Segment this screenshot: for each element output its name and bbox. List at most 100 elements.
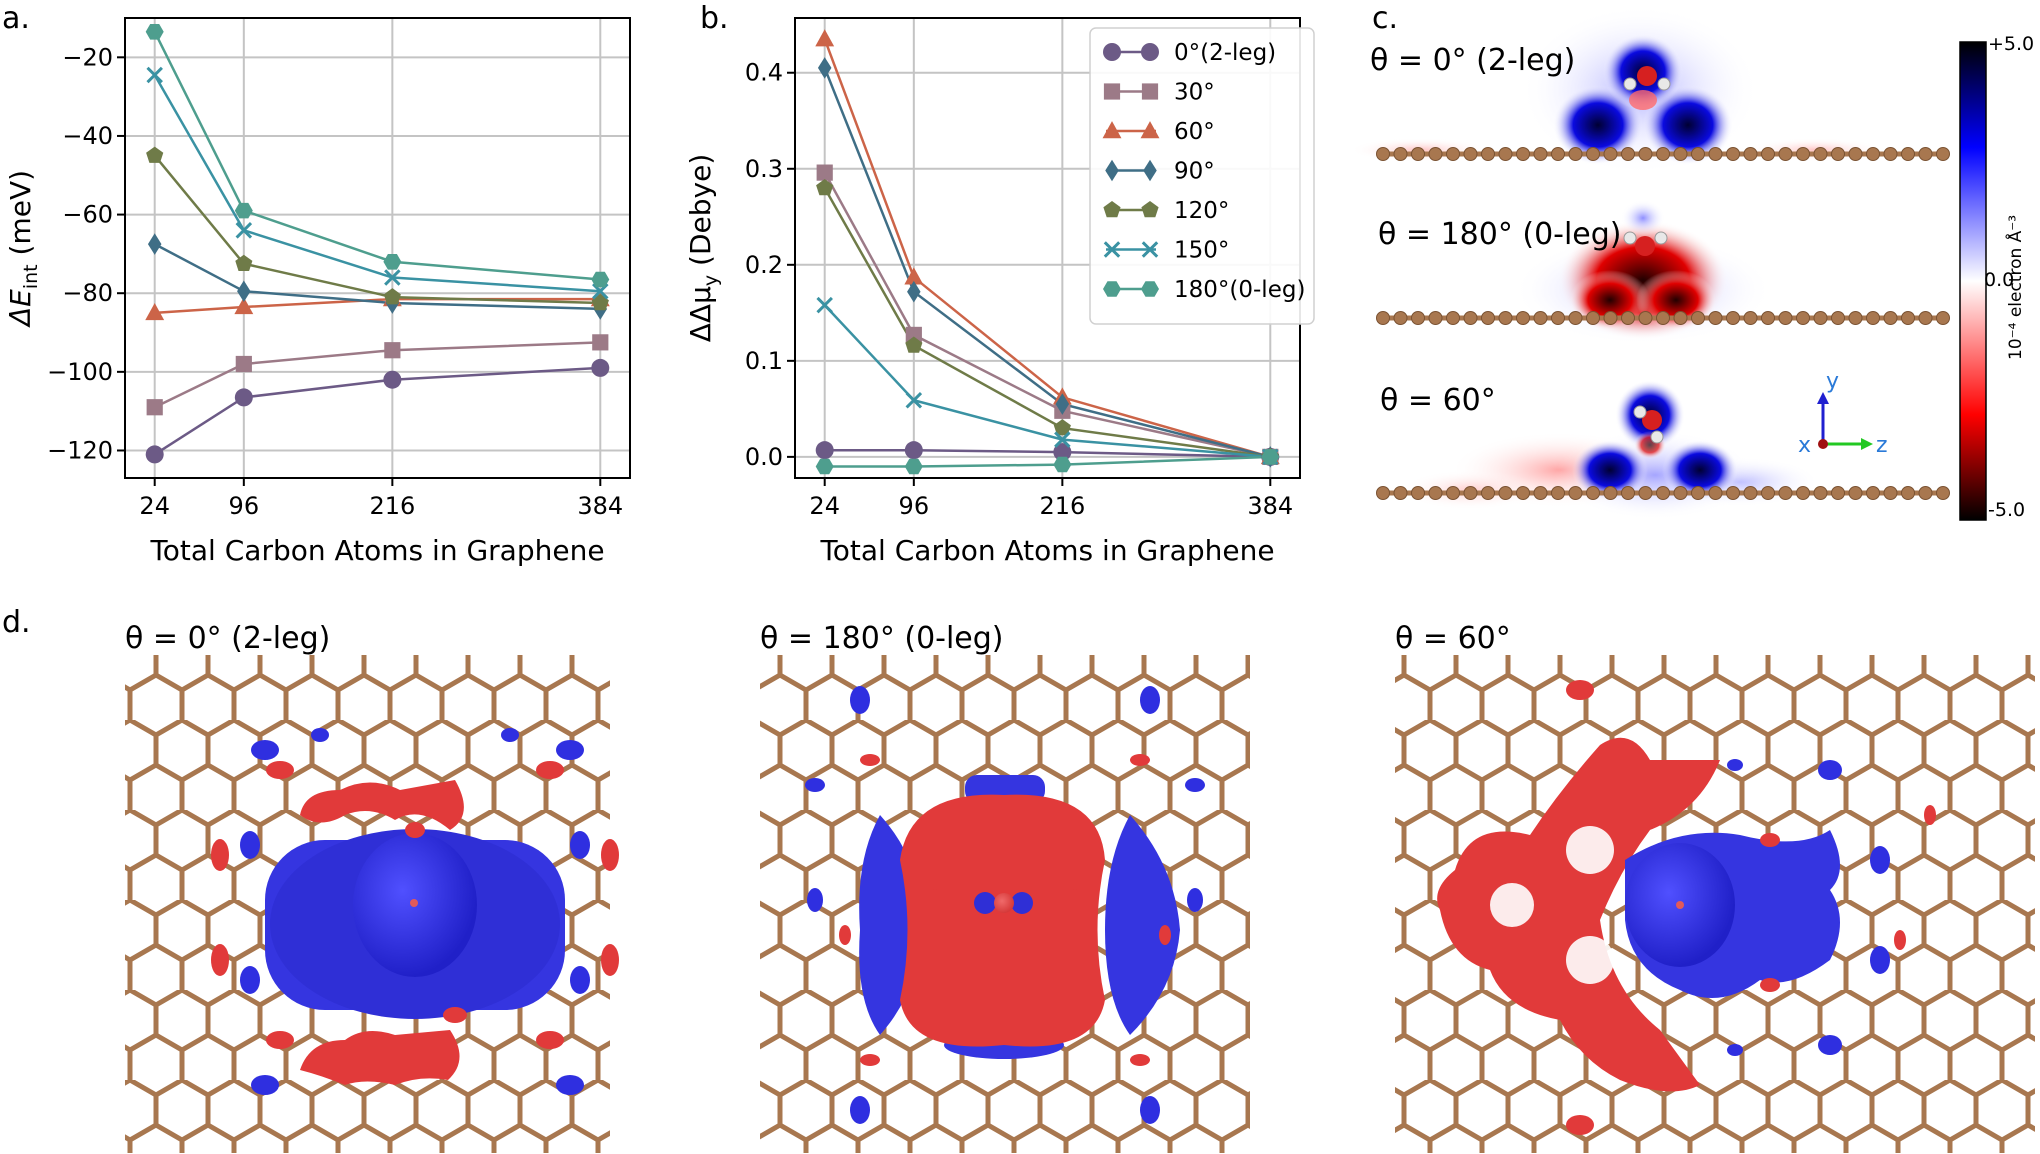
panel-d-view-1	[760, 655, 1250, 1153]
carbon-atom	[1463, 311, 1478, 325]
carbon-atom	[1901, 311, 1915, 325]
carbon-atom	[1796, 486, 1810, 500]
panel-label-d: d.	[2, 605, 31, 640]
panel-c-label-1: θ = 180° (0-leg)	[1378, 217, 1622, 252]
data-point-s4-2	[1053, 419, 1071, 436]
data-point-s2-0	[145, 302, 165, 321]
data-point-s4-1	[235, 254, 253, 271]
carbon-atom	[1463, 147, 1478, 161]
data-point-s0-2	[1053, 443, 1072, 462]
carbon-atom	[1586, 486, 1600, 500]
y-tick-label: 0.4	[745, 59, 783, 87]
carbon-atom	[1446, 311, 1460, 325]
data-point-s6-0	[145, 24, 164, 40]
legend-label-1: 30°	[1174, 80, 1215, 106]
series-line-3	[154, 242, 601, 311]
legend-marker-6a	[1103, 281, 1121, 297]
axis-x-label: x	[1798, 433, 1811, 458]
legend-marker-6b	[1141, 281, 1159, 297]
x-tick-label: 216	[1039, 492, 1085, 520]
series-line-5	[823, 304, 1271, 459]
carbon-atom	[1393, 311, 1408, 325]
panel-label-a: a.	[2, 1, 30, 36]
y-tick-label: −40	[62, 122, 113, 150]
panel-d: θ = 0° (2-leg) θ = 180° (0-leg) θ = 60°	[125, 621, 2035, 1153]
carbon-atom	[1673, 311, 1688, 325]
carbon-atom	[1796, 147, 1810, 161]
data-point-s6-1	[234, 202, 253, 219]
carbon-atom	[1831, 311, 1845, 325]
carbon-atom	[1498, 311, 1513, 325]
carbon-atom	[1726, 311, 1740, 325]
legend-marker-5a	[1103, 241, 1121, 258]
legend-marker-1b	[1141, 83, 1159, 100]
carbon-atom	[1533, 311, 1548, 325]
carbon-atom	[1656, 486, 1670, 500]
data-point-s0-0	[815, 441, 834, 460]
carbon-atom	[1743, 311, 1758, 325]
data-point-s6-1	[904, 458, 923, 475]
data-point-s3-0	[817, 57, 832, 79]
data-point-s1-1	[235, 355, 252, 373]
carbon-atom	[1708, 311, 1723, 325]
colorbar	[1959, 41, 1987, 521]
carbon-atom	[1551, 486, 1565, 500]
chart-a-ylabel-unit: (meV)	[4, 170, 37, 264]
carbon-atom	[1463, 486, 1478, 500]
x-tick-label: 24	[809, 492, 840, 520]
carbon-atom	[1638, 486, 1653, 500]
carbon-atom	[1708, 147, 1723, 161]
carbon-atom	[1533, 147, 1548, 161]
legend-marker-1a	[1103, 83, 1121, 100]
y-tick-label: −120	[47, 436, 113, 464]
series-line-4	[823, 187, 1271, 459]
carbon-atom	[1516, 486, 1530, 500]
panel-label-c: c.	[1372, 1, 1398, 36]
legend-label-0: 0°(2-leg)	[1174, 40, 1276, 66]
carbon-atom	[1673, 486, 1688, 500]
series-line-0	[824, 448, 1271, 459]
carbon-atom	[1603, 486, 1618, 500]
carbon-atom	[1708, 486, 1723, 500]
data-point-s3-2	[1055, 393, 1070, 415]
carbon-atom	[1586, 147, 1600, 161]
carbon-atom	[1393, 147, 1408, 161]
y-tick-label: 0.3	[745, 155, 783, 183]
series-line-0	[154, 366, 601, 456]
carbon-atom	[1866, 147, 1880, 161]
series-line-1	[823, 171, 1271, 459]
legend-marker-0a	[1103, 43, 1121, 61]
data-point-s0-0	[145, 445, 164, 464]
data-point-s6-3	[591, 271, 610, 288]
carbon-atom	[1691, 486, 1705, 500]
data-point-s5-1	[905, 391, 923, 409]
carbon-atom	[1656, 311, 1670, 325]
panel-c-graphene-chains	[1376, 147, 1950, 500]
axis-z-label: z	[1876, 433, 1888, 458]
series-line-3	[823, 67, 1271, 459]
carbon-atom	[1866, 486, 1880, 500]
carbon-atom	[1551, 147, 1565, 161]
legend-label-4: 120°	[1174, 198, 1229, 224]
legend-label-6: 180°(0-leg)	[1174, 277, 1305, 303]
data-point-s0-2	[383, 370, 402, 389]
data-point-s3-1	[907, 280, 921, 303]
chart-a-grid	[125, 18, 630, 478]
panel-c-water-2	[1633, 405, 1664, 444]
carbon-atom	[1726, 147, 1740, 161]
carbon-atom	[1603, 147, 1618, 161]
panel-c-water-1	[1623, 231, 1668, 256]
carbon-atom	[1901, 486, 1915, 500]
x-tick-label: 24	[139, 492, 170, 520]
chart-b-ylabel-unit: (Debye)	[684, 154, 717, 275]
carbon-atom	[1428, 486, 1443, 500]
panel-d-label-1: θ = 180° (0-leg)	[760, 621, 1004, 656]
legend-marker-2b	[1140, 121, 1160, 139]
carbon-atom	[1481, 486, 1495, 500]
y-tick-label: −20	[62, 43, 113, 71]
carbon-atom	[1376, 311, 1390, 325]
carbon-atom	[1831, 147, 1845, 161]
carbon-atom	[1603, 311, 1618, 325]
carbon-atom	[1761, 147, 1775, 161]
